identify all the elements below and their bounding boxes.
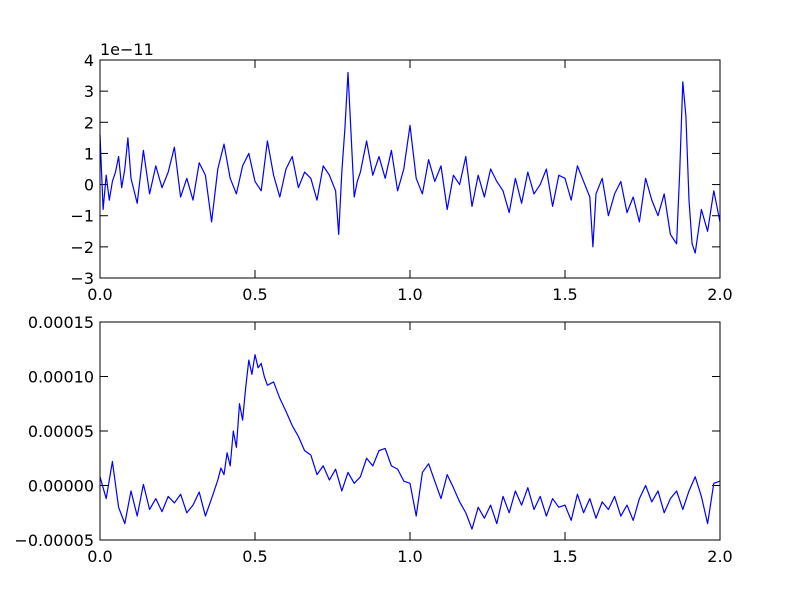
bottom-plot-y-tick-label: 0.00000 <box>28 477 94 496</box>
bottom-plot-y-tick-label: 0.00015 <box>28 313 94 332</box>
bottom-plot-y-tick-label: −0.00005 <box>14 531 94 550</box>
top-plot-x-tick-label: 1.0 <box>397 285 422 304</box>
bottom-plot-frame <box>99 321 721 541</box>
bottom-plot-series-line <box>99 354 721 530</box>
bottom-plot-y-tick-label: 0.00005 <box>28 422 94 441</box>
bottom-plot-x-tick-label: 1.0 <box>397 547 422 566</box>
top-plot-offset-text: 1e−11 <box>100 40 154 59</box>
top-plot-y-tick-label: 1 <box>84 144 94 163</box>
bottom-plot-y-tick-label: 0.00010 <box>28 368 94 387</box>
bottom-plot-x-tick-label: 1.5 <box>552 547 577 566</box>
top-plot-y-tick-label: 2 <box>84 113 94 132</box>
bottom-plot-x-tick-label: 0.5 <box>242 547 267 566</box>
top-plot-y-tick-label: 0 <box>84 176 94 195</box>
top-plot-axes: 1e−11 0.0 0.5 1.0 1.5 2.0 −3 −2 −1 0 1 2 3 4 <box>70 40 732 304</box>
top-plot-x-tick-label: 1.5 <box>552 285 577 304</box>
top-plot-y-tick-label: −3 <box>70 269 94 288</box>
bottom-plot-axes: 0.0 0.5 1.0 1.5 2.0 −0.00005 0.00000 0.00005 0.0… <box>14 313 732 566</box>
top-plot-series-line <box>99 71 721 254</box>
top-plot-x-tick-label: 0.5 <box>242 285 267 304</box>
top-plot-frame <box>99 59 721 279</box>
top-plot-x-tick-label: 2.0 <box>707 285 732 304</box>
bottom-plot-x-tick-label: 2.0 <box>707 547 732 566</box>
bottom-plot-x-tick-label: 0.0 <box>87 547 112 566</box>
top-plot-y-tick-label: −1 <box>70 207 94 226</box>
top-plot-y-tick-label: −2 <box>70 238 94 257</box>
top-plot-y-tick-label: 3 <box>84 82 94 101</box>
top-plot-y-tick-label: 4 <box>84 51 94 70</box>
top-plot-x-tick-label: 0.0 <box>87 285 112 304</box>
